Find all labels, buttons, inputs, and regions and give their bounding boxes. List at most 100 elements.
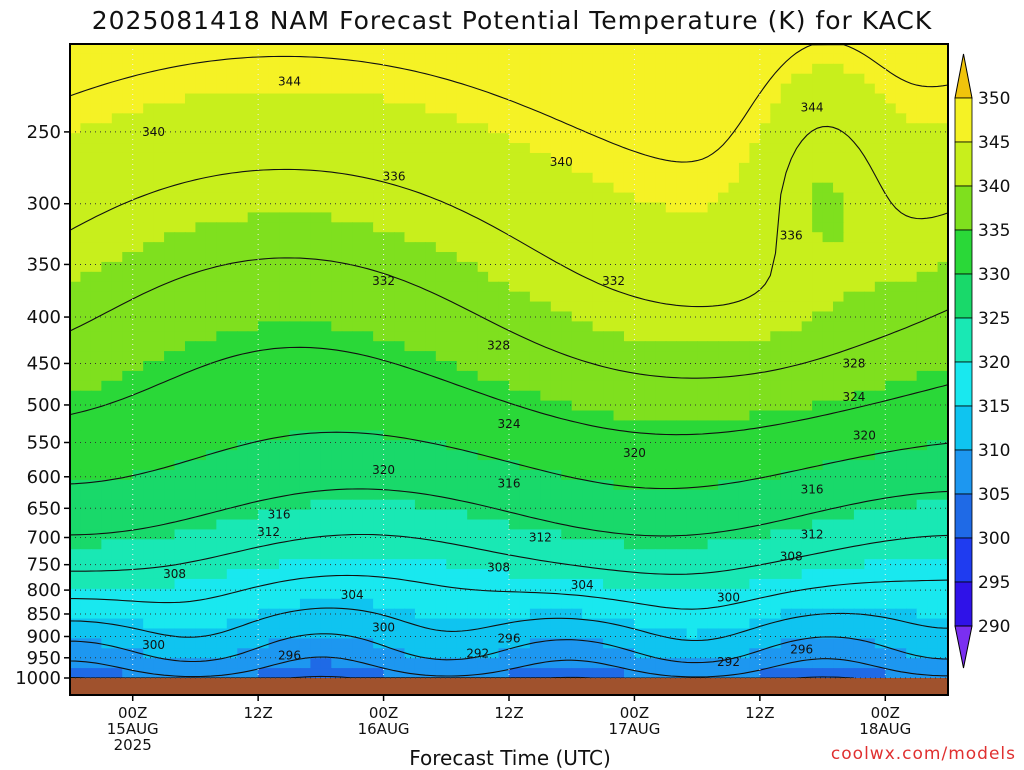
field-cell (373, 252, 385, 263)
field-cell (425, 232, 437, 243)
field-cell (467, 162, 479, 174)
field-cell (613, 380, 625, 392)
field-cell (226, 143, 238, 154)
field-cell (686, 370, 698, 382)
field-cell (540, 341, 552, 352)
field-cell (738, 73, 750, 85)
field-cell (414, 420, 426, 431)
field-cell (843, 192, 855, 204)
field-cell (822, 618, 834, 630)
field-cell (644, 450, 656, 461)
field-cell (394, 143, 406, 154)
field-cell (205, 420, 217, 431)
field-cell (540, 44, 552, 55)
field-cell (205, 281, 217, 293)
field-cell (738, 578, 750, 590)
field-cell (770, 53, 782, 65)
field-cell (655, 440, 667, 451)
field-cell (310, 83, 322, 95)
field-cell (289, 618, 301, 630)
field-cell (749, 133, 761, 144)
field-cell (833, 430, 845, 441)
field-cell (80, 162, 92, 174)
field-cell (791, 351, 803, 362)
field-cell (111, 331, 123, 342)
field-cell (718, 143, 730, 154)
field-cell (70, 618, 82, 630)
field-cell (676, 361, 688, 372)
field-cell (770, 351, 782, 362)
field-cell (895, 311, 907, 322)
field-cell (289, 44, 301, 55)
field-cell (184, 361, 197, 372)
field-cell (404, 628, 416, 639)
field-cell (488, 311, 500, 322)
field-cell (174, 390, 186, 402)
field-cell (435, 519, 447, 531)
field-cell (853, 578, 865, 590)
field-cell (289, 390, 301, 402)
field-cell (310, 469, 322, 481)
field-cell (383, 53, 395, 65)
field-cell (707, 182, 719, 194)
field-cell (488, 410, 500, 422)
field-cell (456, 390, 468, 402)
field-cell (895, 331, 907, 342)
field-cell (70, 232, 82, 243)
field-cell (111, 291, 123, 303)
field-cell (623, 450, 636, 461)
field-cell (676, 578, 688, 590)
field-cell (373, 321, 385, 332)
field-cell (561, 172, 573, 184)
field-cell (446, 53, 458, 65)
field-cell (352, 301, 364, 313)
field-cell (394, 83, 406, 95)
field-cell (676, 588, 688, 600)
field-cell (550, 331, 562, 342)
field-cell (488, 232, 500, 243)
field-cell (394, 93, 406, 105)
field-cell (906, 440, 918, 451)
field-cell (467, 370, 479, 382)
field-cell (80, 182, 92, 194)
field-cell (582, 172, 594, 184)
field-cell (780, 618, 792, 630)
field-cell (122, 440, 134, 451)
field-cell (153, 460, 165, 471)
field-cell (488, 351, 500, 362)
field-cell (937, 172, 949, 184)
field-cell (268, 559, 280, 570)
field-cell (362, 222, 374, 233)
field-cell (394, 559, 406, 570)
field-cell (414, 172, 426, 184)
field-cell (571, 143, 583, 154)
field-cell (122, 569, 134, 580)
field-cell (561, 133, 573, 144)
field-cell (404, 123, 416, 134)
field-cell (258, 390, 270, 402)
field-cell (864, 311, 876, 322)
field-cell (362, 113, 374, 124)
field-cell (529, 83, 541, 95)
field-cell (749, 172, 761, 184)
field-cell (937, 351, 949, 362)
field-cell (623, 301, 636, 313)
field-cell (592, 261, 604, 273)
field-cell (132, 271, 144, 283)
field-cell (477, 351, 489, 362)
field-cell (174, 440, 186, 451)
field-cell (540, 618, 552, 630)
field-cell (937, 242, 949, 253)
field-cell (937, 162, 949, 174)
field-cell (279, 618, 291, 630)
field-cell (122, 44, 134, 55)
field-cell (843, 182, 855, 194)
field-cell (80, 549, 92, 560)
field-cell (634, 321, 646, 332)
field-cell (435, 460, 447, 471)
field-cell (352, 44, 364, 55)
field-cell (927, 519, 939, 531)
field-cell (394, 202, 406, 214)
field-cell (90, 549, 102, 560)
field-cell (226, 232, 238, 243)
